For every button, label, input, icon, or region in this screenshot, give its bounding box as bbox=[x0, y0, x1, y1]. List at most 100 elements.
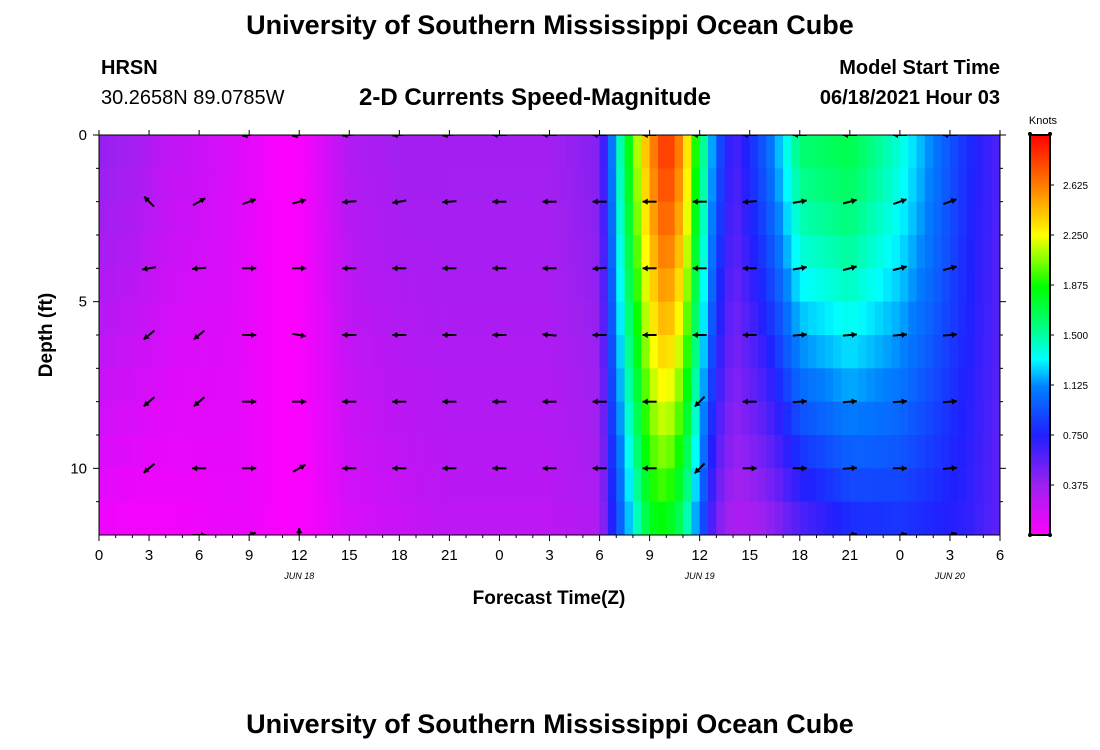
heatmap-cell bbox=[566, 201, 576, 236]
heatmap-cell bbox=[474, 235, 484, 269]
heatmap-cell bbox=[591, 201, 601, 236]
heatmap-cell bbox=[207, 468, 217, 503]
vector-head bbox=[300, 198, 306, 205]
heatmap-cell bbox=[507, 201, 517, 236]
heatmap-cell bbox=[290, 435, 300, 469]
heatmap-cell bbox=[207, 168, 217, 203]
vector-head bbox=[694, 467, 701, 474]
heatmap-cell bbox=[99, 368, 108, 403]
vector-head bbox=[742, 398, 748, 405]
heatmap-cell bbox=[858, 335, 868, 369]
heatmap-cell bbox=[716, 435, 726, 469]
heatmap-cell bbox=[149, 335, 158, 369]
heatmap-cell bbox=[157, 401, 167, 436]
current-vector bbox=[492, 465, 507, 472]
heatmap-cell bbox=[549, 168, 559, 203]
current-vector bbox=[442, 265, 457, 272]
current-vector bbox=[642, 135, 657, 139]
heatmap-cell bbox=[899, 301, 909, 336]
vector-head bbox=[901, 465, 907, 472]
heatmap-cell bbox=[182, 135, 192, 169]
heatmap-cell bbox=[390, 268, 400, 303]
heatmap-cell bbox=[983, 468, 993, 503]
heatmap-cell bbox=[457, 468, 467, 503]
heatmap-cell bbox=[407, 335, 417, 369]
heatmap-cell bbox=[491, 301, 501, 336]
heatmap-cell bbox=[232, 335, 242, 369]
current-vector bbox=[492, 331, 507, 339]
heatmap-cell bbox=[99, 501, 108, 535]
heatmap-cell bbox=[290, 301, 300, 336]
current-vector bbox=[392, 265, 407, 272]
current-vector bbox=[143, 195, 155, 208]
heatmap-cell bbox=[566, 335, 576, 369]
heatmap-cell bbox=[249, 168, 259, 203]
current-vector bbox=[193, 396, 206, 407]
heatmap-cell bbox=[441, 435, 450, 469]
heatmap-cell bbox=[107, 501, 117, 535]
heatmap-cell bbox=[674, 268, 684, 303]
heatmap-cell bbox=[149, 401, 158, 436]
heatmap-cell bbox=[582, 135, 592, 169]
heatmap-cell bbox=[749, 335, 759, 369]
vector-head bbox=[592, 198, 598, 205]
heatmap-cell bbox=[299, 335, 309, 369]
heatmap-cell bbox=[282, 335, 292, 369]
vector-head bbox=[851, 398, 857, 405]
heatmap-cell bbox=[799, 135, 809, 169]
heatmap-cell bbox=[382, 468, 392, 503]
heatmap-cell bbox=[991, 468, 1000, 503]
heatmap-cell bbox=[716, 401, 726, 436]
heatmap-cell bbox=[849, 235, 859, 269]
vector-head bbox=[251, 465, 257, 472]
x-tick-label: 12 bbox=[291, 547, 308, 564]
heatmap-cell bbox=[607, 335, 617, 369]
heatmap-cell bbox=[224, 368, 234, 403]
heatmap-cell bbox=[833, 468, 843, 503]
heatmap-cell bbox=[808, 268, 818, 303]
heatmap-cell bbox=[165, 335, 175, 369]
x-tick-label: 9 bbox=[645, 547, 653, 564]
current-vector bbox=[894, 531, 907, 535]
heatmap-cell bbox=[499, 268, 509, 303]
heatmap-cell bbox=[949, 135, 959, 169]
heatmap-cell bbox=[199, 368, 209, 403]
heatmap-cell bbox=[157, 501, 167, 535]
heatmap-cell bbox=[674, 368, 684, 403]
heatmap-cell bbox=[924, 135, 934, 169]
heatmap-cell bbox=[407, 268, 417, 303]
current-vector bbox=[742, 265, 757, 272]
heatmap-cell bbox=[691, 368, 701, 403]
heatmap-cell bbox=[257, 368, 267, 403]
heatmap-cell bbox=[215, 368, 225, 403]
heatmap-cell bbox=[691, 468, 701, 503]
heatmap-cell bbox=[682, 368, 692, 403]
heatmap-cell bbox=[390, 301, 400, 336]
heatmap-cell bbox=[916, 501, 926, 535]
heatmap-cell bbox=[416, 135, 425, 169]
heatmap-cell bbox=[124, 468, 133, 503]
heatmap-cell bbox=[315, 201, 325, 236]
heatmap-cell bbox=[307, 368, 317, 403]
heatmap-cell bbox=[149, 268, 158, 303]
heatmap-cell bbox=[441, 368, 450, 403]
heatmap-cell bbox=[591, 235, 601, 269]
heatmap-cell bbox=[599, 301, 609, 336]
heatmap-cell bbox=[641, 201, 651, 236]
heatmap-cell bbox=[149, 435, 158, 469]
heatmap-cell bbox=[916, 401, 926, 436]
heatmap-cell bbox=[382, 235, 392, 269]
heatmap-cell bbox=[607, 201, 617, 236]
heatmap-cell bbox=[866, 435, 876, 469]
heatmap-cell bbox=[474, 268, 484, 303]
heatmap-cell bbox=[574, 235, 584, 269]
heatmap-cell bbox=[482, 235, 492, 269]
heatmap-cell bbox=[499, 168, 509, 203]
heatmap-cell bbox=[657, 135, 667, 169]
heatmap-cell bbox=[199, 335, 209, 369]
heatmap-cell bbox=[374, 135, 384, 169]
current-vector bbox=[942, 264, 957, 272]
heatmap-cell bbox=[716, 501, 726, 535]
heatmap-cell bbox=[607, 435, 617, 469]
heatmap-cell bbox=[257, 468, 267, 503]
